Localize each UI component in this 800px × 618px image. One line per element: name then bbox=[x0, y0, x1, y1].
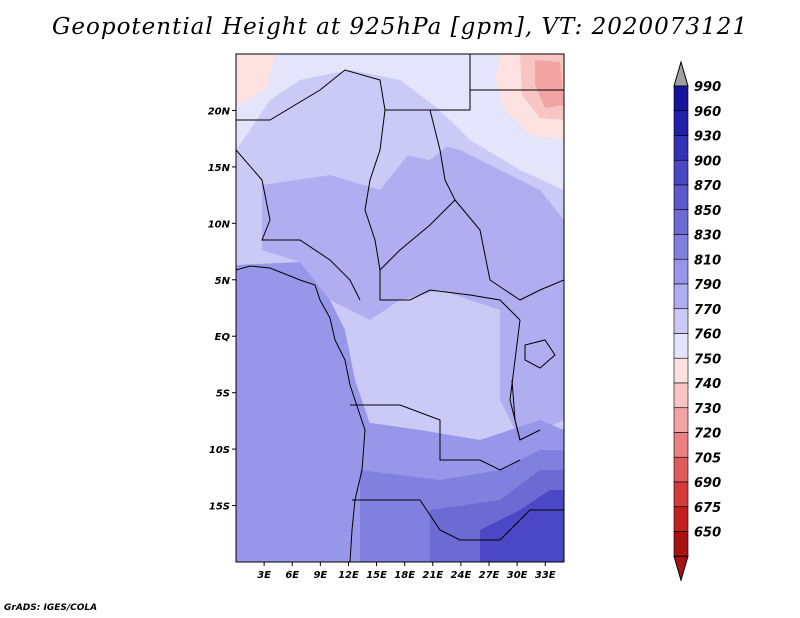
colorbar: 990 960 930 900 870 850 830 810 790 770 760 750 740 7… bbox=[673, 60, 721, 583]
fill-ne-730 bbox=[535, 60, 564, 108]
credit-label: GrADS: IGES/COLA bbox=[4, 603, 98, 613]
colorbar-swatch bbox=[673, 531, 689, 557]
colorbar-label: 850 bbox=[694, 204, 721, 219]
lake-tanganyika bbox=[511, 379, 521, 441]
longitude-axis: 3E 6E 9E 12E 15E 18E 21E 24E 27E 30E 33E bbox=[257, 562, 556, 581]
colorbar-swatch bbox=[673, 184, 689, 211]
fill-nw-750 bbox=[236, 54, 275, 105]
colorbar-label: 760 bbox=[694, 328, 721, 343]
colorbar-swatch bbox=[673, 506, 689, 532]
lat-tick-label: 5S bbox=[216, 389, 230, 400]
colorbar-swatch bbox=[673, 159, 689, 186]
colorbar-label: 650 bbox=[694, 526, 721, 541]
contour-fills bbox=[236, 54, 564, 562]
lon-tick-label: 30E bbox=[507, 570, 528, 581]
boundaries bbox=[236, 54, 564, 562]
colorbar-swatch bbox=[673, 283, 689, 310]
latitude-axis: 20N 15N 10N 5N EQ 5S 10S 15S bbox=[208, 106, 236, 513]
border-south bbox=[352, 499, 564, 541]
colorbar-label: 990 bbox=[694, 80, 721, 95]
border-congo bbox=[380, 289, 521, 321]
lon-tick-label: 12E bbox=[338, 570, 359, 581]
colorbar-label: 770 bbox=[694, 303, 721, 318]
lon-tick-label: 18E bbox=[394, 570, 415, 581]
lon-tick-label: 21E bbox=[422, 570, 443, 581]
coastline bbox=[236, 265, 366, 562]
lon-tick-label: 27E bbox=[479, 570, 500, 581]
chart-title: Geopotential Height at 925hPa [gpm], VT:… bbox=[52, 14, 748, 40]
colorbar-label: 730 bbox=[694, 402, 721, 417]
colorbar-swatch bbox=[673, 481, 689, 508]
colorbar-swatch bbox=[673, 382, 689, 409]
borders-north bbox=[236, 69, 386, 300]
lat-tick-label: 5N bbox=[215, 276, 231, 287]
lon-tick-label: 33E bbox=[535, 570, 556, 581]
colorbar-swatch bbox=[673, 234, 689, 260]
colorbar-label: 830 bbox=[694, 229, 721, 244]
lake-victoria bbox=[524, 339, 556, 369]
colorbar-label: 870 bbox=[694, 179, 721, 194]
border-sudan bbox=[454, 199, 564, 301]
lat-tick-label: 10S bbox=[209, 445, 230, 456]
lat-tick-label: 15S bbox=[209, 502, 230, 513]
lon-tick-label: 3E bbox=[257, 570, 271, 581]
colorbar-label: 900 bbox=[694, 154, 721, 169]
colorbar-label: 705 bbox=[694, 451, 721, 466]
colorbar-swatch bbox=[673, 333, 689, 359]
colorbar-label: 750 bbox=[694, 352, 721, 367]
fill-east-810 bbox=[500, 300, 564, 440]
colorbar-label: 960 bbox=[694, 105, 721, 120]
lon-tick-label: 6E bbox=[285, 570, 299, 581]
lat-tick-label: 10N bbox=[208, 219, 231, 230]
colorbar-swatch bbox=[673, 432, 689, 458]
colorbar-arrow-bottom bbox=[673, 555, 689, 583]
colorbar-swatch bbox=[673, 308, 689, 334]
colorbar-swatch bbox=[673, 209, 689, 235]
colorbar-label: 720 bbox=[694, 427, 721, 442]
fill-south-900 bbox=[480, 490, 564, 562]
lon-tick-label: 15E bbox=[366, 570, 387, 581]
lon-tick-label: 9E bbox=[313, 570, 327, 581]
fill-north-790 bbox=[300, 70, 455, 160]
colorbar-swatch bbox=[673, 456, 689, 483]
colorbar-swatch bbox=[673, 85, 689, 112]
colorbar-label: 790 bbox=[694, 278, 721, 293]
border-west-africa bbox=[236, 149, 361, 301]
lat-tick-label: 20N bbox=[208, 106, 231, 117]
colorbar-label: 930 bbox=[694, 130, 721, 145]
fill-north-770 bbox=[236, 54, 564, 190]
colorbar-label: 810 bbox=[694, 253, 721, 268]
colorbar-swatch bbox=[673, 135, 689, 161]
lat-tick-label: EQ bbox=[215, 332, 231, 343]
colorbar-label: 690 bbox=[694, 476, 721, 491]
lon-tick-label: 24E bbox=[451, 570, 472, 581]
colorbar-arrow-top bbox=[673, 60, 689, 87]
colorbar-label: 740 bbox=[694, 377, 721, 392]
border-angola bbox=[350, 404, 521, 471]
lat-tick-label: 15N bbox=[208, 163, 231, 174]
colorbar-swatch bbox=[673, 110, 689, 136]
border-drc-east bbox=[509, 319, 541, 441]
fill-congo-790 bbox=[395, 315, 520, 420]
colorbar-swatch bbox=[673, 357, 689, 384]
map-frame bbox=[235, 53, 565, 563]
colorbar-label: 675 bbox=[694, 501, 721, 516]
colorbar-swatch bbox=[673, 258, 689, 285]
colorbar-swatch bbox=[673, 407, 689, 433]
